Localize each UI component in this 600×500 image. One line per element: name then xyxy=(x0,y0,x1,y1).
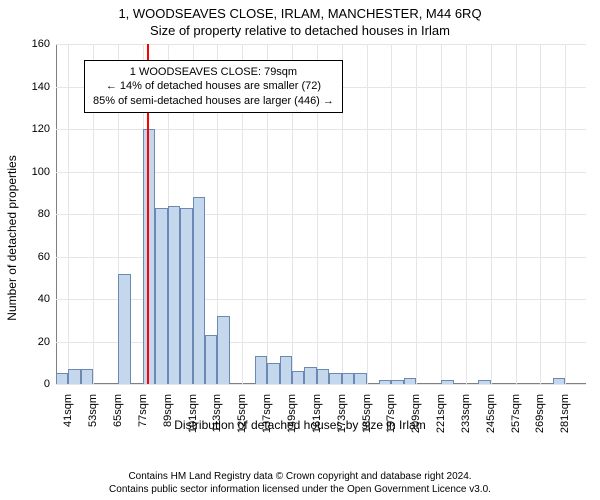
gridline-v xyxy=(565,44,566,384)
histogram-bar xyxy=(217,316,229,384)
gridline-h xyxy=(56,214,586,215)
y-tick-label: 160 xyxy=(32,38,50,50)
gridline-h xyxy=(56,299,586,300)
x-axis-label: Distribution of detached houses by size … xyxy=(174,418,425,432)
gridline-v xyxy=(491,44,492,384)
gridline-h xyxy=(56,257,586,258)
footer-line2: Contains public sector information licen… xyxy=(0,484,600,497)
y-tick-label: 60 xyxy=(38,251,50,263)
histogram-bar xyxy=(379,380,391,384)
x-tick-label: 89sqm xyxy=(162,394,174,427)
histogram-bar xyxy=(193,197,205,384)
histogram-bar xyxy=(168,206,180,385)
histogram-bar xyxy=(317,369,329,384)
histogram-bar xyxy=(391,380,403,384)
gridline-h xyxy=(56,129,586,130)
histogram-bar xyxy=(267,363,279,384)
chart-container: Number of detached properties 0204060801… xyxy=(0,38,600,438)
info-line2: ← 14% of detached houses are smaller (72… xyxy=(93,79,334,93)
gridline-v xyxy=(391,44,392,384)
y-axis-label: Number of detached properties xyxy=(5,155,19,320)
histogram-bar xyxy=(292,371,304,384)
x-tick-label: 245sqm xyxy=(485,394,497,433)
chart-header: 1, WOODSEAVES CLOSE, IRLAM, MANCHESTER, … xyxy=(0,0,600,38)
histogram-bar xyxy=(68,369,80,384)
histogram-bar xyxy=(155,208,167,384)
histogram-bar xyxy=(81,369,93,384)
histogram-bar xyxy=(205,335,217,384)
x-tick-label: 269sqm xyxy=(534,394,546,433)
y-tick-label: 40 xyxy=(38,293,50,305)
info-box: 1 WOODSEAVES CLOSE: 79sqm← 14% of detach… xyxy=(84,60,343,113)
histogram-bar xyxy=(180,208,192,384)
gridline-h xyxy=(56,172,586,173)
gridline-h xyxy=(56,384,586,385)
x-tick-label: 53sqm xyxy=(87,394,99,427)
histogram-bar xyxy=(478,380,490,384)
histogram-bar xyxy=(553,378,565,384)
gridline-h xyxy=(56,342,586,343)
x-tick-label: 77sqm xyxy=(137,394,149,427)
plot-area: 02040608010012014016041sqm53sqm65sqm77sq… xyxy=(56,44,586,384)
histogram-bar xyxy=(441,380,453,384)
info-line3: 85% of semi-detached houses are larger (… xyxy=(93,94,334,108)
histogram-bar xyxy=(118,274,130,385)
gridline-v xyxy=(416,44,417,384)
gridline-v xyxy=(68,44,69,384)
x-tick-label: 233sqm xyxy=(460,394,472,433)
y-tick-label: 140 xyxy=(32,81,50,93)
title-address: 1, WOODSEAVES CLOSE, IRLAM, MANCHESTER, … xyxy=(0,6,600,21)
histogram-bar xyxy=(404,378,416,384)
x-tick-label: 257sqm xyxy=(510,394,522,433)
histogram-bar xyxy=(56,373,68,384)
footer-attribution: Contains HM Land Registry data © Crown c… xyxy=(0,471,600,496)
gridline-v xyxy=(367,44,368,384)
histogram-bar xyxy=(280,356,292,384)
gridline-v xyxy=(441,44,442,384)
histogram-bar xyxy=(255,356,267,384)
title-subtitle: Size of property relative to detached ho… xyxy=(0,23,600,38)
x-tick-label: 281sqm xyxy=(559,394,571,433)
gridline-v xyxy=(516,44,517,384)
gridline-v xyxy=(466,44,467,384)
x-tick-label: 221sqm xyxy=(435,394,447,433)
histogram-bar xyxy=(143,129,155,384)
y-tick-label: 0 xyxy=(44,378,50,390)
gridline-v xyxy=(540,44,541,384)
y-tick-label: 100 xyxy=(32,166,50,178)
y-tick-label: 20 xyxy=(38,336,50,348)
histogram-bar xyxy=(304,367,316,384)
y-tick-label: 80 xyxy=(38,208,50,220)
x-tick-label: 41sqm xyxy=(62,394,74,427)
histogram-bar xyxy=(354,373,366,384)
histogram-bar xyxy=(342,373,354,384)
gridline-h xyxy=(56,44,586,45)
footer-line1: Contains HM Land Registry data © Crown c… xyxy=(0,471,600,484)
histogram-bar xyxy=(329,373,341,384)
x-tick-label: 65sqm xyxy=(112,394,124,427)
y-tick-label: 120 xyxy=(32,123,50,135)
info-line1: 1 WOODSEAVES CLOSE: 79sqm xyxy=(93,65,334,79)
